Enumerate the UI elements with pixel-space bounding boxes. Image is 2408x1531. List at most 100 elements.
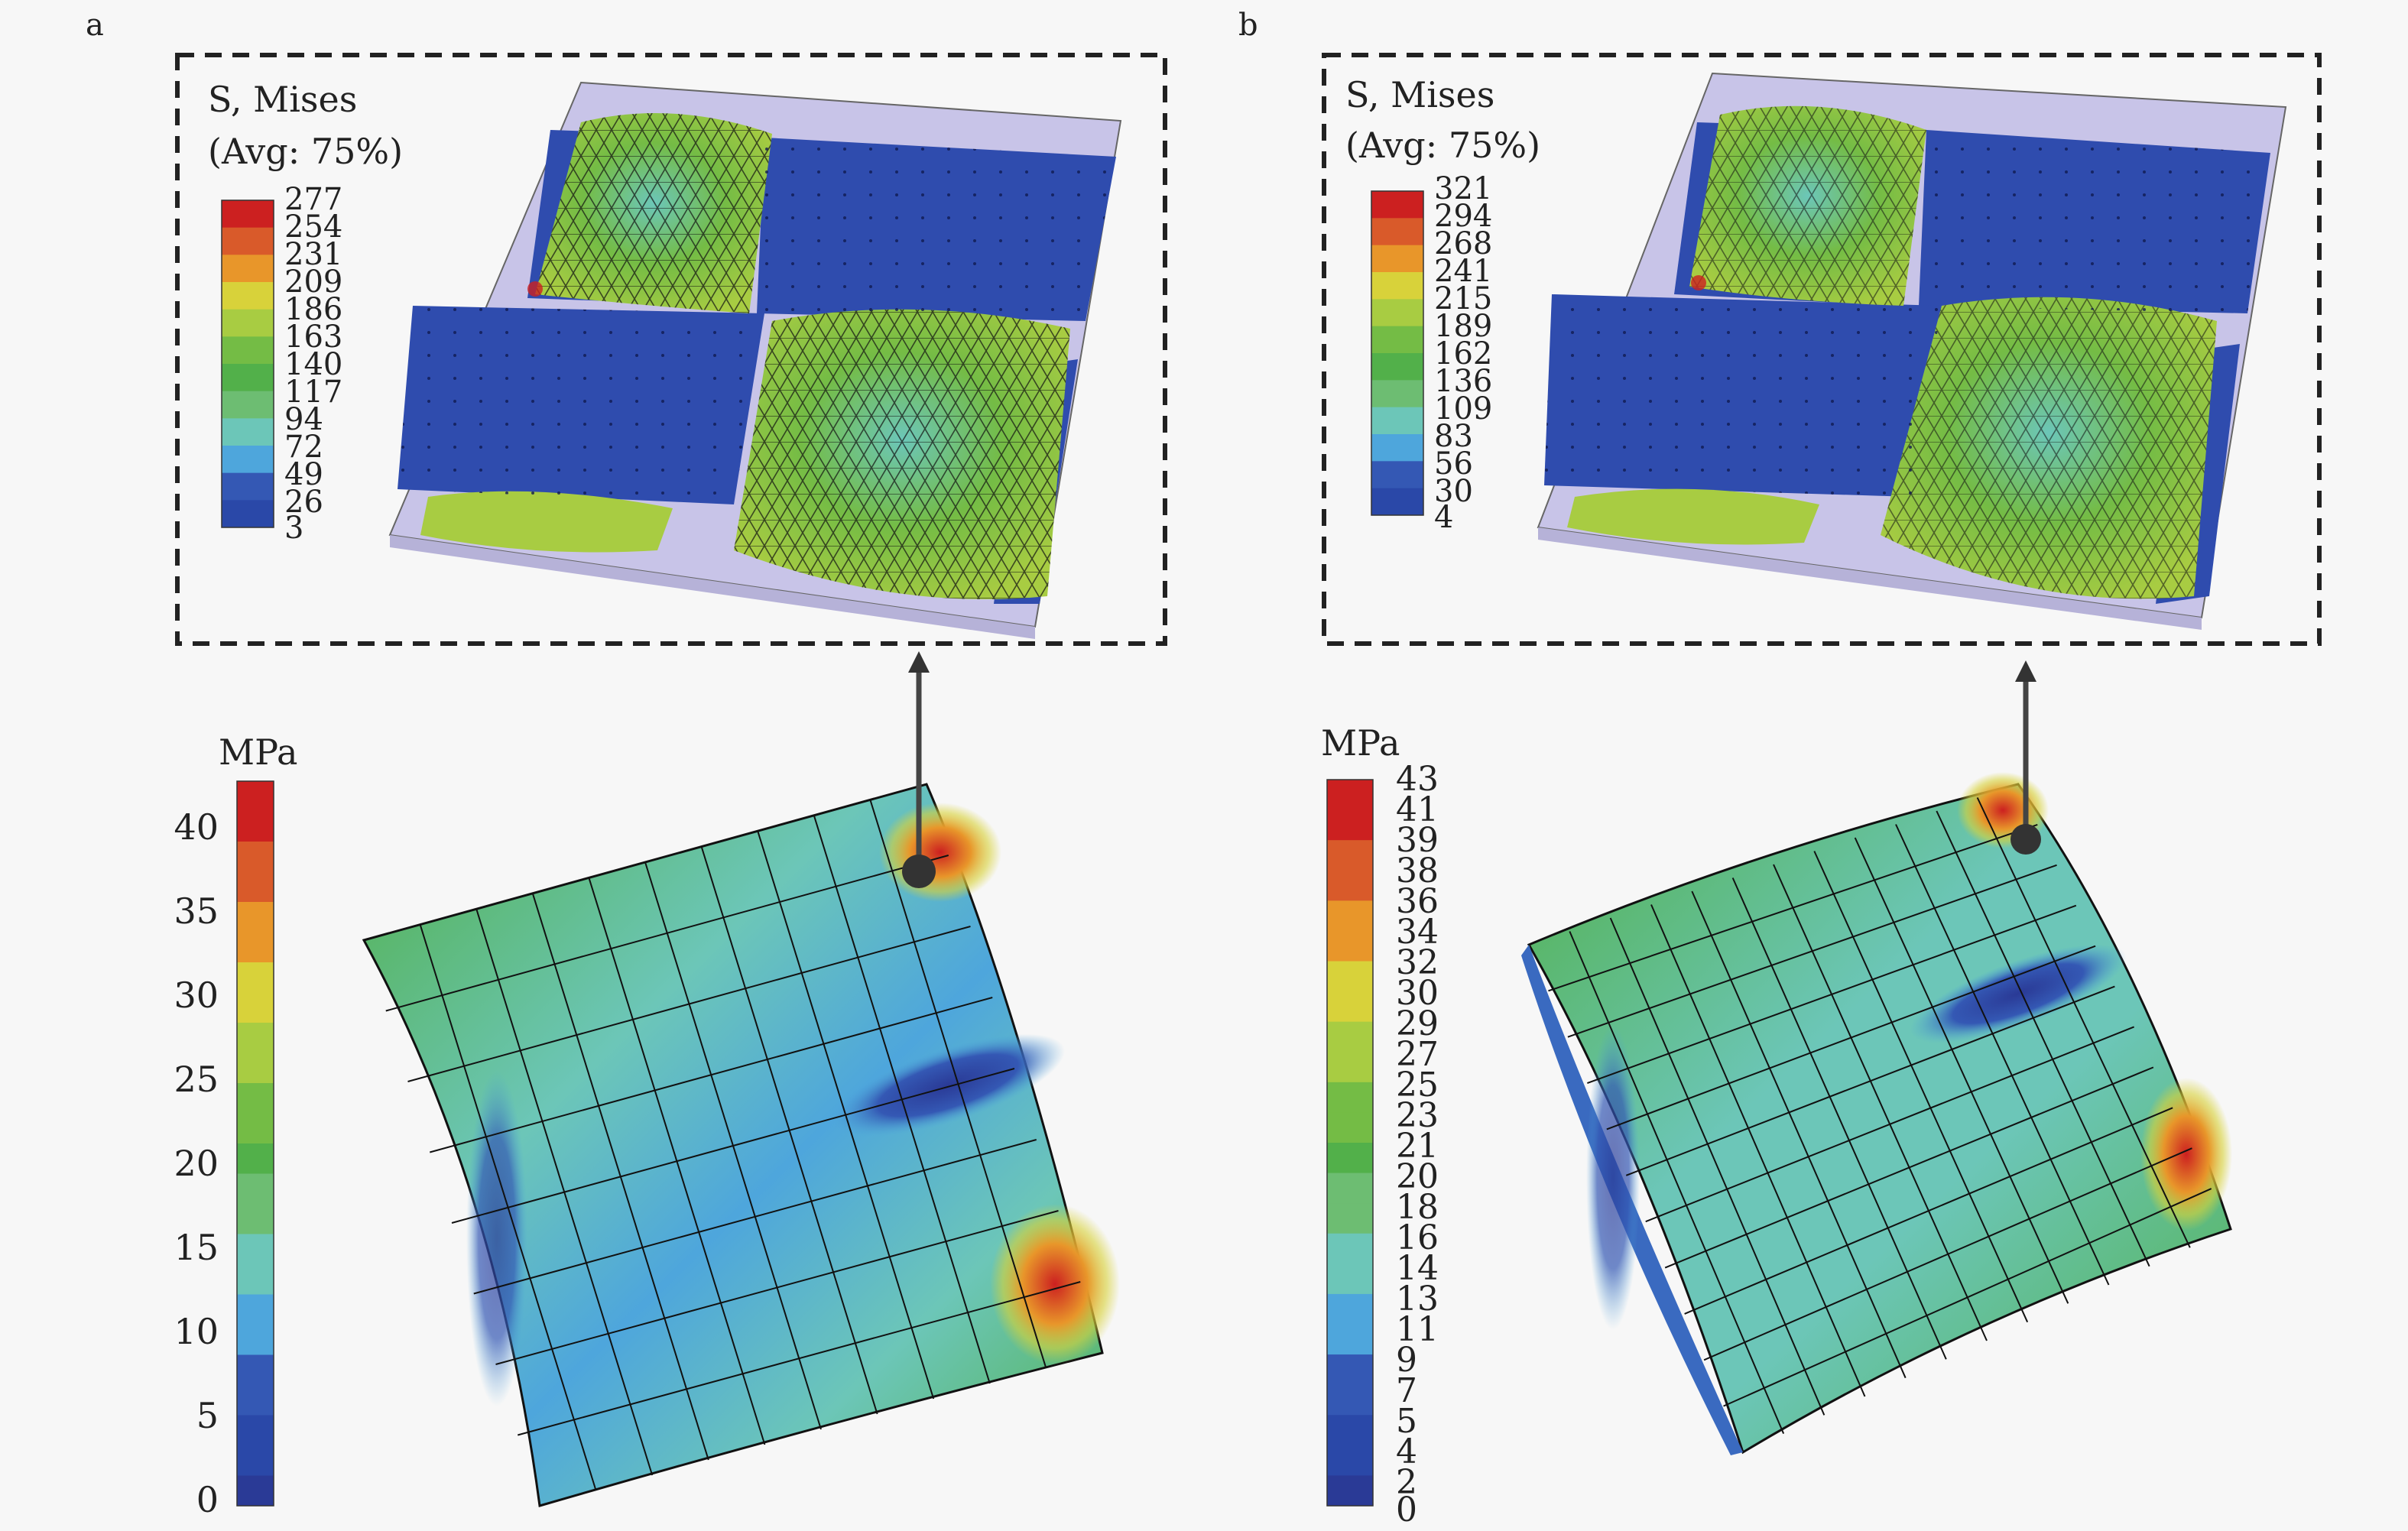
scale-tick: 18: [1396, 1188, 1439, 1227]
color-swatch: [237, 842, 274, 872]
color-swatch: [237, 1325, 274, 1355]
color-swatch: [222, 227, 274, 255]
scale-tick: 14: [1396, 1249, 1439, 1288]
legend-value: 56: [1434, 446, 1473, 482]
scale-tick: 38: [1396, 851, 1439, 890]
scale-tick: 27: [1396, 1035, 1439, 1074]
color-swatch: [237, 1204, 274, 1234]
legend-value: 231: [284, 237, 342, 272]
legend-value: 277: [284, 182, 342, 217]
scale-tick: 4: [1396, 1432, 1417, 1471]
legend-value: 209: [284, 264, 342, 300]
scale-tick: 11: [1396, 1310, 1439, 1349]
color-bar-frame: [1326, 779, 1374, 1507]
color-swatch: [237, 902, 274, 933]
mesh-line: [1587, 904, 2077, 1085]
legend-value: 163: [284, 319, 342, 355]
color-swatch: [1327, 1233, 1373, 1264]
color-bar-frame: [221, 199, 274, 528]
color-swatch: [237, 1264, 274, 1295]
scale-tick: 10: [174, 1311, 219, 1352]
color-swatch: [237, 1113, 274, 1144]
legend-title-a: S, Mises: [208, 79, 357, 120]
scale-tick: 39: [1396, 821, 1439, 860]
shell-model-b: [1521, 772, 2232, 1455]
legend-value: 268: [1434, 226, 1492, 261]
color-swatch: [1327, 1173, 1373, 1204]
legend-value: 94: [284, 402, 323, 437]
legend-subtitle-b: (Avg: 75%): [1345, 125, 1540, 166]
color-swatch: [237, 1294, 274, 1325]
color-swatch: [1371, 407, 1423, 435]
color-swatch: [222, 255, 274, 283]
legend-value: 140: [284, 347, 342, 382]
color-swatch: [222, 364, 274, 392]
color-swatch: [1327, 961, 1373, 992]
color-swatch: [1327, 1203, 1373, 1234]
color-swatch: [237, 1445, 274, 1476]
legend-value: 189: [1434, 309, 1492, 344]
mesh-line: [1723, 1188, 2212, 1407]
color-swatch: [1327, 1293, 1373, 1325]
color-swatch: [1371, 434, 1423, 462]
legend-value: 109: [1434, 391, 1492, 427]
scale-unit-a: MPa: [219, 731, 297, 773]
scale-bar-b: [1326, 779, 1374, 1507]
mesh-line: [385, 855, 949, 1012]
legend-value: 117: [284, 375, 342, 410]
color-swatch: [237, 811, 274, 842]
color-swatch: [222, 472, 274, 501]
mesh-line: [451, 1068, 1015, 1224]
color-swatch: [222, 282, 274, 310]
color-swatch: [237, 1053, 274, 1084]
unit-cell-model-b: [1537, 72, 2287, 630]
scale-ticks-a: 40 35 30 25 20 15 10 5 0: [174, 806, 219, 1520]
color-swatch: [1327, 780, 1373, 811]
color-swatch: [1327, 1324, 1373, 1355]
scale-bar-a: [236, 780, 274, 1507]
legend-value: 215: [1434, 281, 1492, 316]
color-swatch: [1371, 461, 1423, 489]
mesh-line: [1854, 837, 2069, 1304]
color-swatch: [237, 1143, 274, 1174]
legend-value: 30: [1434, 474, 1473, 509]
mesh-line: [473, 1139, 1037, 1295]
scale-tick: 32: [1396, 943, 1439, 982]
scale-tick: 15: [174, 1227, 219, 1268]
color-swatch: [237, 1385, 274, 1416]
color-swatch: [237, 1023, 274, 1053]
scale-tick: 21: [1396, 1127, 1439, 1166]
mesh-line: [1569, 931, 1785, 1435]
color-swatch: [237, 962, 274, 993]
color-swatch: [1327, 870, 1373, 901]
scale-tick: 20: [174, 1143, 219, 1184]
panel-label-b: b: [1238, 8, 1258, 43]
legend-value: 72: [284, 430, 323, 465]
color-swatch: [1371, 272, 1423, 300]
color-swatch: [237, 781, 274, 812]
color-swatch: [1327, 1415, 1373, 1446]
legend-value: 3: [284, 511, 303, 546]
color-swatch: [222, 446, 274, 474]
color-swatch: [1371, 488, 1423, 516]
color-swatch: [1327, 991, 1373, 1023]
color-swatch: [1327, 1143, 1373, 1174]
color-bar-frame: [1371, 190, 1424, 516]
mesh-line: [1606, 945, 2096, 1130]
scale-tick: 0: [1396, 1490, 1417, 1529]
color-swatch: [237, 1354, 274, 1386]
color-swatch: [237, 932, 274, 963]
color-swatch: [1371, 191, 1423, 219]
color-swatch: [1327, 1475, 1373, 1507]
color-swatch: [222, 418, 274, 446]
color-swatch: [1327, 809, 1373, 841]
mesh-line: [1684, 1107, 2173, 1315]
scale-tick: 41: [1396, 790, 1439, 829]
scale-tick: 13: [1396, 1280, 1439, 1319]
scale-tick: 29: [1396, 1004, 1439, 1043]
color-swatch: [222, 309, 274, 337]
scale-tick: 5: [196, 1395, 219, 1436]
mesh-line: [1731, 877, 1947, 1360]
color-swatch: [222, 500, 274, 528]
legend-title-b: S, Mises: [1345, 74, 1494, 115]
